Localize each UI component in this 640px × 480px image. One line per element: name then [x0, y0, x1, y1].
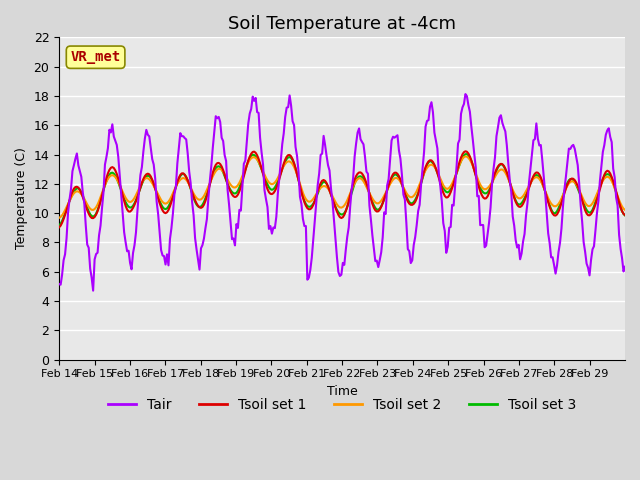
Tair	[55, 281, 63, 287]
Tair	[546, 240, 554, 246]
Tair	[93, 250, 101, 255]
Tair	[461, 91, 469, 97]
Tsoil set 3	[463, 151, 471, 157]
Text: VR_met: VR_met	[70, 50, 121, 64]
Line: Tsoil set 2: Tsoil set 2	[59, 156, 625, 218]
Tsoil set 1	[55, 225, 63, 230]
Tsoil set 1	[621, 212, 629, 218]
Tsoil set 1	[618, 208, 626, 214]
Tsoil set 3	[346, 195, 354, 201]
Tsoil set 2	[618, 204, 626, 209]
Tair	[90, 288, 97, 294]
Tsoil set 2	[346, 191, 354, 196]
Tsoil set 3	[545, 198, 552, 204]
Tair	[620, 269, 627, 275]
Tsoil set 2	[459, 156, 467, 162]
Tsoil set 3	[459, 155, 467, 161]
Line: Tsoil set 3: Tsoil set 3	[59, 154, 625, 225]
Tsoil set 2	[545, 195, 552, 201]
Tsoil set 3	[621, 213, 629, 218]
Tsoil set 2	[92, 204, 100, 210]
Tair	[460, 101, 468, 107]
Tsoil set 1	[459, 151, 467, 157]
Tsoil set 1	[92, 212, 100, 217]
Line: Tsoil set 1: Tsoil set 1	[59, 151, 625, 228]
Tair	[74, 162, 82, 168]
Tsoil set 1	[346, 192, 354, 198]
Tsoil set 2	[74, 189, 82, 194]
Tair	[621, 264, 629, 270]
Tsoil set 3	[74, 185, 82, 191]
Title: Soil Temperature at -4cm: Soil Temperature at -4cm	[228, 15, 456, 33]
Line: Tair: Tair	[59, 94, 625, 291]
Tsoil set 3	[618, 208, 626, 214]
Tsoil set 2	[55, 215, 63, 221]
Tsoil set 3	[92, 211, 100, 216]
Tsoil set 1	[545, 199, 552, 205]
Tsoil set 3	[55, 222, 63, 228]
X-axis label: Time: Time	[326, 385, 358, 398]
Y-axis label: Temperature (C): Temperature (C)	[15, 147, 28, 250]
Tsoil set 1	[461, 148, 469, 154]
Tsoil set 2	[621, 207, 629, 213]
Tair	[348, 186, 355, 192]
Tsoil set 1	[74, 185, 82, 191]
Legend: Tair, Tsoil set 1, Tsoil set 2, Tsoil set 3: Tair, Tsoil set 1, Tsoil set 2, Tsoil se…	[102, 392, 582, 417]
Tsoil set 2	[461, 154, 469, 159]
